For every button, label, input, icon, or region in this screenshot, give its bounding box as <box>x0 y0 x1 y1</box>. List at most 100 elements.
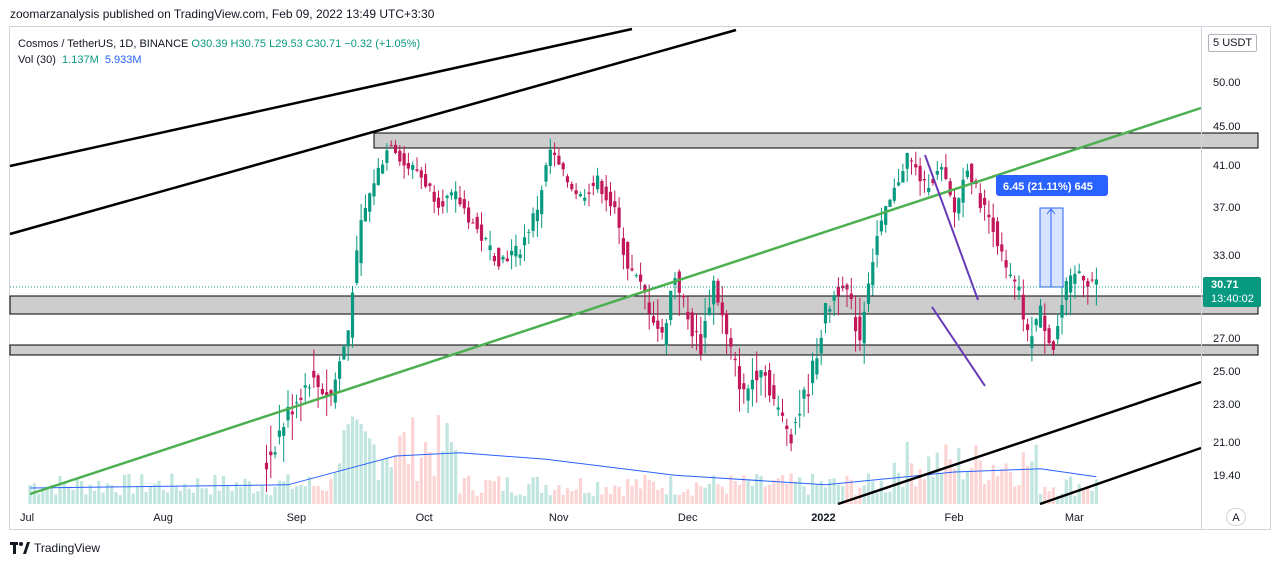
candle-body <box>694 331 699 333</box>
volume-bar <box>191 492 195 504</box>
volume-bar <box>922 479 926 504</box>
volume-bar <box>187 488 191 504</box>
volume-bar <box>101 492 105 504</box>
candle-body <box>1069 275 1073 293</box>
candle-body <box>518 254 522 259</box>
candle-body <box>1073 273 1077 284</box>
candle-body <box>798 413 802 416</box>
volume-bar <box>183 483 187 504</box>
volume-bar <box>1086 488 1090 504</box>
volume-bar <box>329 479 333 504</box>
currency-unit-button[interactable]: 5 USDT <box>1208 34 1258 52</box>
volume-bar <box>750 485 754 504</box>
trendline-green[interactable] <box>29 106 1202 496</box>
volume-bar <box>1047 491 1051 504</box>
volume-bar <box>37 493 41 504</box>
volume-bar <box>389 467 393 504</box>
candle-body <box>553 152 557 155</box>
volume-bar <box>978 460 982 504</box>
volume-bar <box>368 438 372 504</box>
last-price-value: 30.71 <box>1211 279 1239 291</box>
volume-label[interactable]: Vol (30) <box>18 54 56 66</box>
resistance-zone[interactable] <box>373 132 1259 149</box>
candle-body <box>290 411 294 415</box>
candle-body <box>1047 328 1051 344</box>
volume-bar <box>282 481 286 504</box>
candle-body <box>282 427 286 436</box>
volume-bar <box>540 492 544 504</box>
volume-bar <box>415 481 419 504</box>
volume-bar <box>570 491 574 504</box>
volume-bar <box>725 493 729 504</box>
volume-bar <box>935 452 939 504</box>
volume-bar <box>707 483 711 504</box>
candle-body <box>424 174 428 187</box>
volume-bar <box>772 480 776 504</box>
candle-body <box>277 430 281 437</box>
volume-bar <box>28 485 32 504</box>
candle-body <box>780 412 785 416</box>
candle-body <box>350 292 355 338</box>
volume-bar <box>565 488 570 504</box>
candle-body <box>484 238 488 240</box>
volume-bar <box>780 475 785 504</box>
support-zone-lower[interactable] <box>9 344 1259 356</box>
candle-body <box>312 370 316 378</box>
time-axis[interactable]: Jul Aug Sep Oct Nov Dec 2022 Feb Mar <box>20 512 1084 524</box>
candle-body <box>664 323 668 346</box>
volume-bar <box>694 482 699 504</box>
volume-bar <box>325 490 329 504</box>
volume-bar <box>656 490 660 504</box>
footer-brand[interactable]: TradingView <box>10 541 100 555</box>
volume-bar <box>436 415 441 504</box>
channel-line-lower-1[interactable] <box>837 380 1202 506</box>
channel-line-upper-2[interactable] <box>9 28 737 236</box>
volume-bar <box>961 479 965 504</box>
volume-bar <box>608 493 613 504</box>
volume-bar <box>338 463 342 504</box>
volume-bar <box>217 490 221 504</box>
last-price-tag: 30.71 13:40:02 <box>1203 277 1261 307</box>
symbol-title[interactable]: Cosmos / TetherUS, 1D, BINANCE <box>18 38 189 50</box>
volume-bar <box>712 475 716 504</box>
volume-bar <box>518 494 522 504</box>
channel-line-upper-1[interactable] <box>9 27 633 168</box>
wedge-line-lower[interactable] <box>931 306 986 387</box>
volume-ma-line <box>29 452 1097 489</box>
price-tick-label: 33.00 <box>1213 250 1241 262</box>
wedge-line-upper[interactable] <box>924 154 979 301</box>
candle-body <box>398 150 402 162</box>
volume-bar <box>849 479 853 504</box>
volume-bar <box>909 463 914 504</box>
channel-line-lower-2[interactable] <box>1039 446 1202 506</box>
volume-bar <box>1021 452 1025 504</box>
candle-body <box>1077 271 1081 273</box>
candle-body <box>406 162 410 169</box>
candle-body <box>703 321 707 338</box>
candle-body <box>944 167 948 179</box>
candle-body <box>385 150 389 163</box>
candle-body <box>879 220 883 232</box>
candle-body <box>759 370 763 378</box>
volume-bar <box>660 488 664 504</box>
volume-bar <box>940 473 944 504</box>
candle-body <box>471 222 475 224</box>
candle-body <box>737 366 742 390</box>
volume-bar <box>286 474 290 504</box>
volume-bar <box>944 444 948 504</box>
volume-bar <box>664 494 668 504</box>
volume-bar <box>49 484 54 504</box>
volume-bar <box>828 479 832 504</box>
candle-body <box>329 390 333 395</box>
volume-bar <box>256 491 260 504</box>
volume-bar <box>406 463 410 504</box>
auto-scale-button[interactable]: A <box>1226 508 1246 526</box>
candle-body <box>415 169 419 171</box>
candle-body <box>338 361 342 379</box>
volume-bar <box>385 457 389 504</box>
volume-bar <box>690 495 694 504</box>
volume-bar <box>991 464 995 504</box>
candle-body <box>1086 281 1090 287</box>
candle-body <box>1000 244 1004 252</box>
